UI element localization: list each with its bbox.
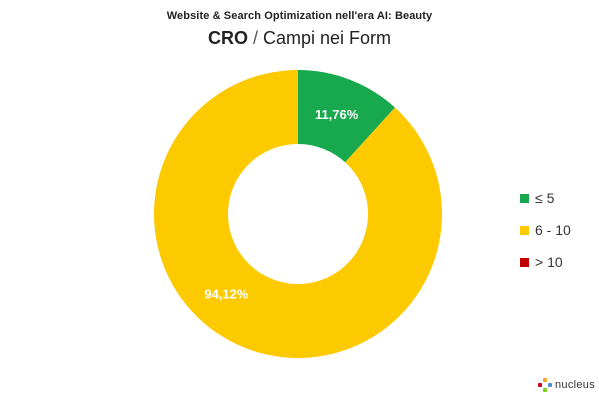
legend-swatch-gt10 (520, 257, 529, 267)
donut-slice-le5 (298, 70, 395, 163)
nucleus-logo-icon (538, 378, 552, 392)
legend-item-gt10: > 10 (520, 254, 571, 270)
donut-slice-6-10 (154, 70, 443, 358)
chart-title-sub: Campi nei Form (262, 28, 392, 48)
legend-item-le5: ≤ 5 (520, 190, 571, 206)
brand-name: nucleus (555, 379, 596, 391)
chart-header: Website & Search Optimization nell'era A… (0, 10, 599, 49)
data-label-le5: 11,76% (315, 107, 359, 122)
chart-title-main: CRO (207, 28, 248, 48)
legend-label-gt10: > 10 (535, 254, 563, 270)
legend-swatch-6-10 (520, 225, 529, 235)
legend-swatch-le5 (520, 193, 529, 203)
chart-supertitle: Website & Search Optimization nell'era A… (166, 10, 433, 22)
legend-label-le5: ≤ 5 (535, 190, 555, 206)
chart-title: CRO / Campi nei Form (0, 28, 599, 49)
legend-label-6-10: 6 - 10 (535, 222, 571, 238)
chart-legend: ≤ 5 6 - 10 > 10 (520, 190, 571, 286)
brand: nucleus (538, 378, 595, 392)
chart-title-separator: / (247, 28, 263, 48)
data-label-6-10: 94,12% (204, 287, 249, 302)
legend-item-6-10: 6 - 10 (520, 222, 571, 238)
